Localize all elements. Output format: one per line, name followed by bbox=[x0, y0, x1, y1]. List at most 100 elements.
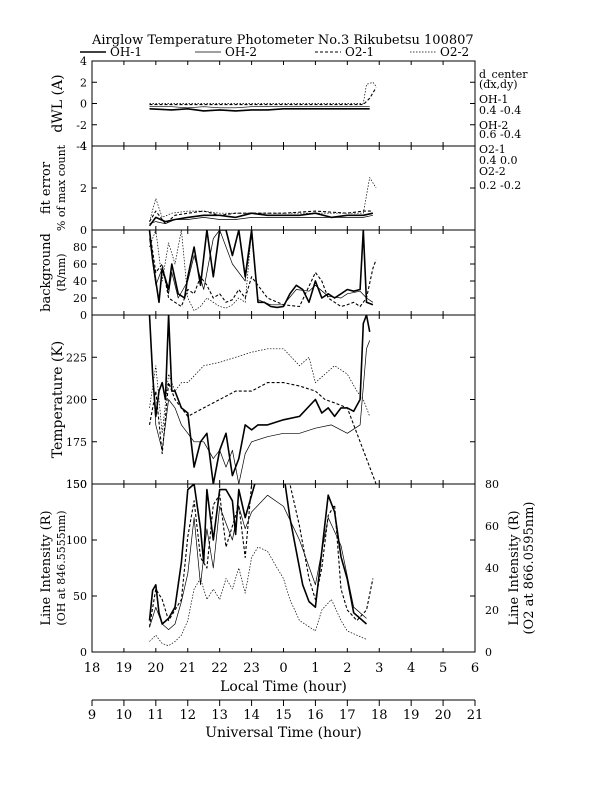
side-note: OH-2 bbox=[479, 119, 508, 132]
x-ut-tick-label: 12 bbox=[179, 708, 196, 723]
ytick-label-int: 100 bbox=[66, 534, 87, 547]
x-ut-tick-label: 19 bbox=[403, 708, 420, 723]
series-group-int bbox=[148, 484, 374, 647]
series-dwl-oh-2 bbox=[149, 106, 370, 109]
side-note: (dx,dy) bbox=[479, 78, 518, 91]
series-dwl-o2-1 bbox=[149, 87, 377, 106]
series-group-fit bbox=[148, 177, 377, 227]
x-local-tick-label: 20 bbox=[148, 661, 165, 676]
side-note: 0.4 -0.4 bbox=[479, 104, 521, 117]
y2tick-label-int: 40 bbox=[485, 562, 499, 575]
panel-temp: 225 200 175 150 Temperature (K) bbox=[50, 314, 476, 491]
ylabel-int: (OH at 846.5555nm) bbox=[55, 510, 68, 625]
ytick-label-temp: 150 bbox=[66, 478, 87, 491]
panel-dwl: 4 2 0 -2 -4 dWL (A) bbox=[50, 55, 476, 153]
x-ut-tick-label: 15 bbox=[275, 708, 292, 723]
x-ut-tick-label: 10 bbox=[116, 708, 133, 723]
series-temp-o2-2 bbox=[149, 348, 371, 434]
ytick-label-int: 50 bbox=[73, 590, 87, 603]
ytick-label-bg: 20 bbox=[73, 292, 87, 305]
side-note: d_center bbox=[479, 68, 528, 81]
ytick-label-dwl: -2 bbox=[76, 119, 87, 132]
series-fit-o2-1 bbox=[149, 210, 373, 225]
series-temp-oh-2 bbox=[149, 315, 371, 484]
series-group-bg bbox=[148, 230, 377, 312]
legend-label-o2-2: O2-2 bbox=[440, 45, 469, 59]
ytick-label-bg: 0 bbox=[80, 309, 87, 322]
x-local-tick-label: 4 bbox=[407, 661, 415, 676]
ytick-label-fit: 0 bbox=[80, 224, 87, 237]
series-fit-o2-2 bbox=[149, 177, 377, 222]
ytick-label-temp: 175 bbox=[66, 436, 87, 449]
series-temp-oh-1 bbox=[148, 315, 371, 484]
side-note: O2-2 bbox=[479, 165, 506, 178]
x-local-tick-label: 2 bbox=[343, 661, 351, 676]
panel-bg: 80 60 40 20 0 background (R/nm) bbox=[39, 229, 476, 322]
y2tick-label-int: 0 bbox=[485, 646, 492, 659]
panel-frame-temp bbox=[91, 314, 476, 485]
ytick-label-dwl: 4 bbox=[80, 55, 87, 68]
x-local-tick-label: 5 bbox=[439, 661, 447, 676]
ylabel-bg: (R/nm) bbox=[55, 253, 68, 291]
x-ut-tick-label: 14 bbox=[243, 708, 260, 723]
x-ut-tick-label: 17 bbox=[339, 708, 356, 723]
x-ut-tick-label: 11 bbox=[148, 708, 165, 723]
side-note: 0.4 0.0 bbox=[479, 154, 517, 167]
series-bg-oh-2 bbox=[149, 230, 374, 306]
series-int-oh-1 bbox=[148, 484, 368, 625]
ytick-label-fit: 4 bbox=[80, 140, 87, 153]
x-local-tick-label: 23 bbox=[243, 661, 260, 676]
series-int-oh-2 bbox=[149, 494, 367, 630]
x-local-tick-label: 1 bbox=[311, 661, 319, 676]
x-ut-tick-label: 16 bbox=[307, 708, 324, 723]
series-dwl-o2-2 bbox=[149, 81, 377, 104]
side-note: OH-1 bbox=[479, 93, 508, 106]
series-bg-o2-2 bbox=[149, 230, 373, 312]
x-local-tick-label: 6 bbox=[471, 661, 479, 676]
ytick-label-bg: 80 bbox=[73, 241, 87, 254]
ylabel-fit: fit error bbox=[39, 161, 54, 214]
series-dwl-oh-1 bbox=[149, 108, 370, 112]
ytick-label-dwl: 0 bbox=[80, 98, 87, 111]
x-local-tick-label: 3 bbox=[375, 661, 383, 676]
legend: OH-1 OH-2 O2-1 O2-2 bbox=[80, 45, 469, 59]
x-local-label: Local Time (hour) bbox=[220, 679, 347, 695]
x-local-tick-label: 21 bbox=[179, 661, 196, 676]
panel-fit: 4 2 0 fit error% of max count bbox=[39, 140, 476, 237]
x-ut-label: Universal Time (hour) bbox=[205, 725, 362, 741]
ylabel-bg: background bbox=[39, 233, 54, 312]
panel-frame-dwl bbox=[91, 60, 476, 147]
ylabel-int: Line Intensity (R) bbox=[39, 510, 54, 625]
ytick-label-int: 150 bbox=[66, 478, 87, 491]
legend-label-oh-2: OH-2 bbox=[225, 45, 257, 59]
chart-title: Airglow Temperature Photometer No.3 Riku… bbox=[91, 33, 474, 48]
panel-frame-bg bbox=[91, 229, 476, 316]
series-int-o2-1 bbox=[148, 484, 374, 627]
x-local-tick-label: 22 bbox=[211, 661, 228, 676]
side-note: O2-1 bbox=[479, 143, 506, 156]
series-group-dwl bbox=[149, 81, 377, 112]
side-note: 0.2 -0.2 bbox=[479, 179, 521, 192]
side-note: 0.6 -0.4 bbox=[479, 128, 521, 141]
series-fit-oh-1 bbox=[148, 212, 374, 227]
x-local-tick-label: 19 bbox=[116, 661, 133, 676]
side-notes: d_center(dx,dy) OH-10.4 -0.4 OH-20.6 -0.4 O… bbox=[479, 68, 528, 192]
series-bg-oh-1 bbox=[148, 230, 374, 309]
ylabel-dwl: dWL (A) bbox=[50, 74, 66, 132]
ytick-label-fit: 2 bbox=[80, 182, 87, 195]
ytick-label-int: 0 bbox=[80, 646, 87, 659]
series-group-temp bbox=[148, 315, 377, 484]
ytick-label-bg: 40 bbox=[73, 275, 87, 288]
y2tick-label-int: 80 bbox=[485, 478, 499, 491]
x-ut-tick-label: 13 bbox=[211, 708, 228, 723]
x-ut-tick-label: 18 bbox=[371, 708, 388, 723]
series-fit-oh-2 bbox=[149, 214, 373, 225]
ylabel-fit: % of max count bbox=[55, 144, 68, 231]
x-ut-tick-label: 20 bbox=[435, 708, 452, 723]
series-int-o2-2 bbox=[149, 546, 367, 647]
ytick-label-dwl: 2 bbox=[80, 76, 87, 89]
